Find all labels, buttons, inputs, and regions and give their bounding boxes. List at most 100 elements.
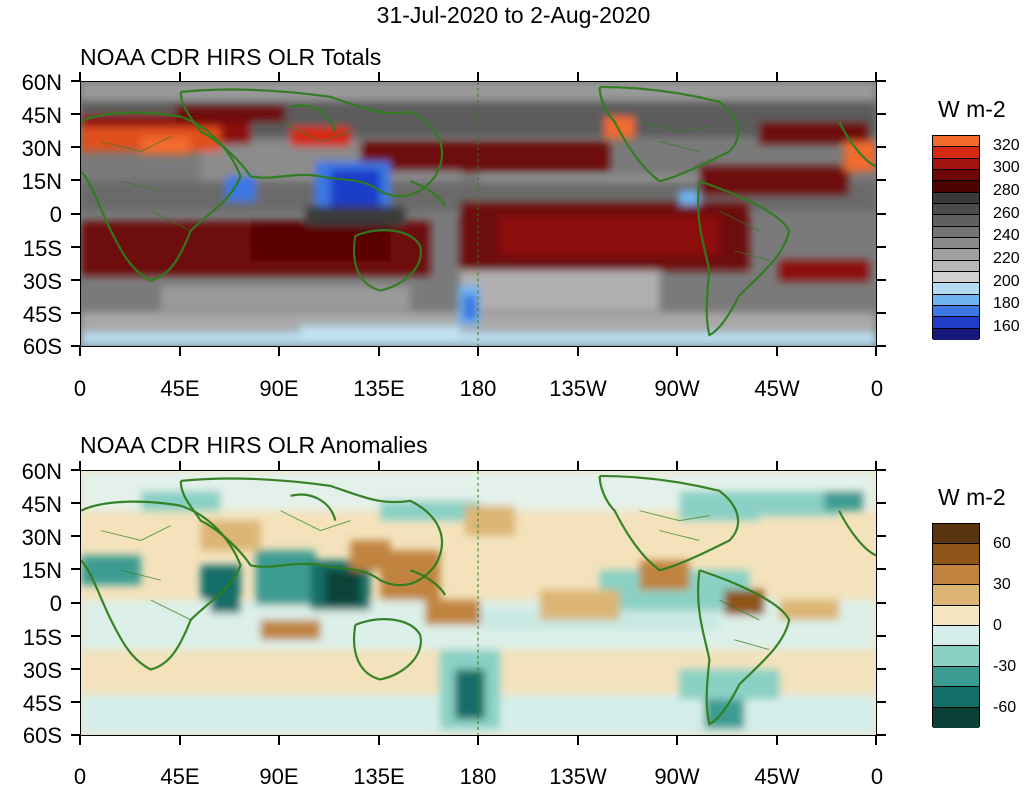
colorbar-swatch xyxy=(933,585,979,606)
lon-tick xyxy=(178,736,181,745)
colorbar-label: 200 xyxy=(993,273,1020,290)
lon-tick xyxy=(79,72,81,81)
totals-map[interactable] xyxy=(80,81,877,347)
lat-tick xyxy=(71,634,80,637)
colorbar-swatch xyxy=(933,317,979,329)
lat-tick xyxy=(71,535,80,538)
lat-label: 60S xyxy=(22,334,62,359)
colorbar-label: -60 xyxy=(993,699,1017,716)
lat-tick xyxy=(71,667,80,670)
lon-label: 180 xyxy=(459,376,497,401)
lon-tick xyxy=(775,736,778,745)
lat-tick xyxy=(71,601,80,604)
lat-label: 0 xyxy=(49,202,62,227)
lat-tick xyxy=(877,568,886,571)
lon-tick xyxy=(576,347,579,356)
colorbar-label: 220 xyxy=(993,250,1020,267)
lat-tick xyxy=(877,311,886,314)
colorbar-swatch xyxy=(933,544,979,565)
colorbar-swatch xyxy=(933,181,979,193)
lat-label: 45S xyxy=(22,302,62,327)
lon-label: 45W xyxy=(754,376,800,401)
lon-tick xyxy=(79,347,81,356)
colorbar-swatch xyxy=(933,249,979,261)
lon-tick xyxy=(676,736,678,745)
colorbar-label: 320 xyxy=(993,137,1020,154)
lon-label: 0 xyxy=(870,764,884,789)
lat-tick xyxy=(877,245,886,248)
lon-label: 90E xyxy=(259,764,299,789)
colorbar-label: 60 xyxy=(993,535,1011,552)
lat-tick xyxy=(877,212,886,215)
lon-tick xyxy=(875,736,877,745)
lat-label: 60S xyxy=(22,723,62,748)
lat-tick xyxy=(71,212,80,215)
lat-label: 15S xyxy=(22,625,62,650)
lat-tick xyxy=(877,700,886,703)
colorbar-swatch xyxy=(933,294,979,306)
lon-tick xyxy=(676,347,678,356)
colorbar-swatch xyxy=(933,237,979,250)
lat-tick xyxy=(71,311,80,314)
lat-label: 30N xyxy=(21,525,62,550)
lat-tick xyxy=(877,535,886,538)
colorbar-swatch xyxy=(933,136,979,148)
lon-tick xyxy=(775,461,778,470)
lon-label: 135E xyxy=(353,764,405,789)
lon-tick xyxy=(79,736,81,745)
lon-label: 180 xyxy=(459,764,497,789)
lon-tick xyxy=(775,72,778,81)
lat-tick xyxy=(877,734,886,736)
colorbar-swatch xyxy=(933,147,979,159)
lat-label: 15N xyxy=(21,558,62,583)
colorbar-swatch xyxy=(933,215,979,227)
lat-tick xyxy=(877,502,886,505)
coastlines xyxy=(81,85,876,337)
lat-tick xyxy=(877,80,886,82)
lat-label: 15N xyxy=(21,169,62,194)
lon-tick xyxy=(377,736,380,745)
totals-panel: NOAA CDR HIRS OLR Totals xyxy=(0,0,1027,401)
colorbar-swatch xyxy=(933,687,979,708)
lon-tick xyxy=(775,347,778,356)
colorbar-swatch xyxy=(933,625,979,647)
lat-label: 60N xyxy=(21,459,62,484)
colorbar-swatch xyxy=(933,564,979,586)
lat-tick xyxy=(71,469,80,471)
lon-tick xyxy=(576,461,579,470)
lat-label: 30N xyxy=(21,136,62,161)
lat-tick xyxy=(877,146,886,149)
colorbar-swatch xyxy=(933,203,979,216)
lon-label: 45E xyxy=(160,376,200,401)
lat-label: 45N xyxy=(21,492,62,517)
lat-tick xyxy=(71,245,80,248)
colorbar-swatch xyxy=(933,305,979,318)
lon-tick xyxy=(278,461,280,470)
colorbar-label: 300 xyxy=(993,159,1020,176)
colorbar-label: 30 xyxy=(993,576,1011,593)
lat-tick xyxy=(71,113,80,116)
lat-tick xyxy=(71,179,80,182)
lat-tick xyxy=(877,345,886,347)
lon-tick xyxy=(178,347,181,356)
colorbar-label: 260 xyxy=(993,205,1020,222)
colorbar-swatch xyxy=(933,226,979,238)
lat-label: 30S xyxy=(22,658,62,683)
lat-tick xyxy=(71,345,80,347)
colorbar-swatch xyxy=(933,646,979,667)
lon-tick xyxy=(377,461,380,470)
lon-tick xyxy=(676,461,678,470)
lon-tick xyxy=(278,72,280,81)
lon-tick xyxy=(576,72,579,81)
lat-tick xyxy=(71,146,80,149)
lat-label: 0 xyxy=(49,591,62,616)
colorbar-swatch xyxy=(933,260,979,272)
anomalies-colorbar xyxy=(932,523,980,728)
lat-tick xyxy=(877,179,886,182)
lat-label: 30S xyxy=(22,269,62,294)
colorbar-label: 180 xyxy=(993,295,1020,312)
lon-tick xyxy=(477,347,479,356)
lon-label: 90E xyxy=(259,376,299,401)
lat-tick xyxy=(71,568,80,571)
anomalies-map[interactable] xyxy=(80,470,877,736)
